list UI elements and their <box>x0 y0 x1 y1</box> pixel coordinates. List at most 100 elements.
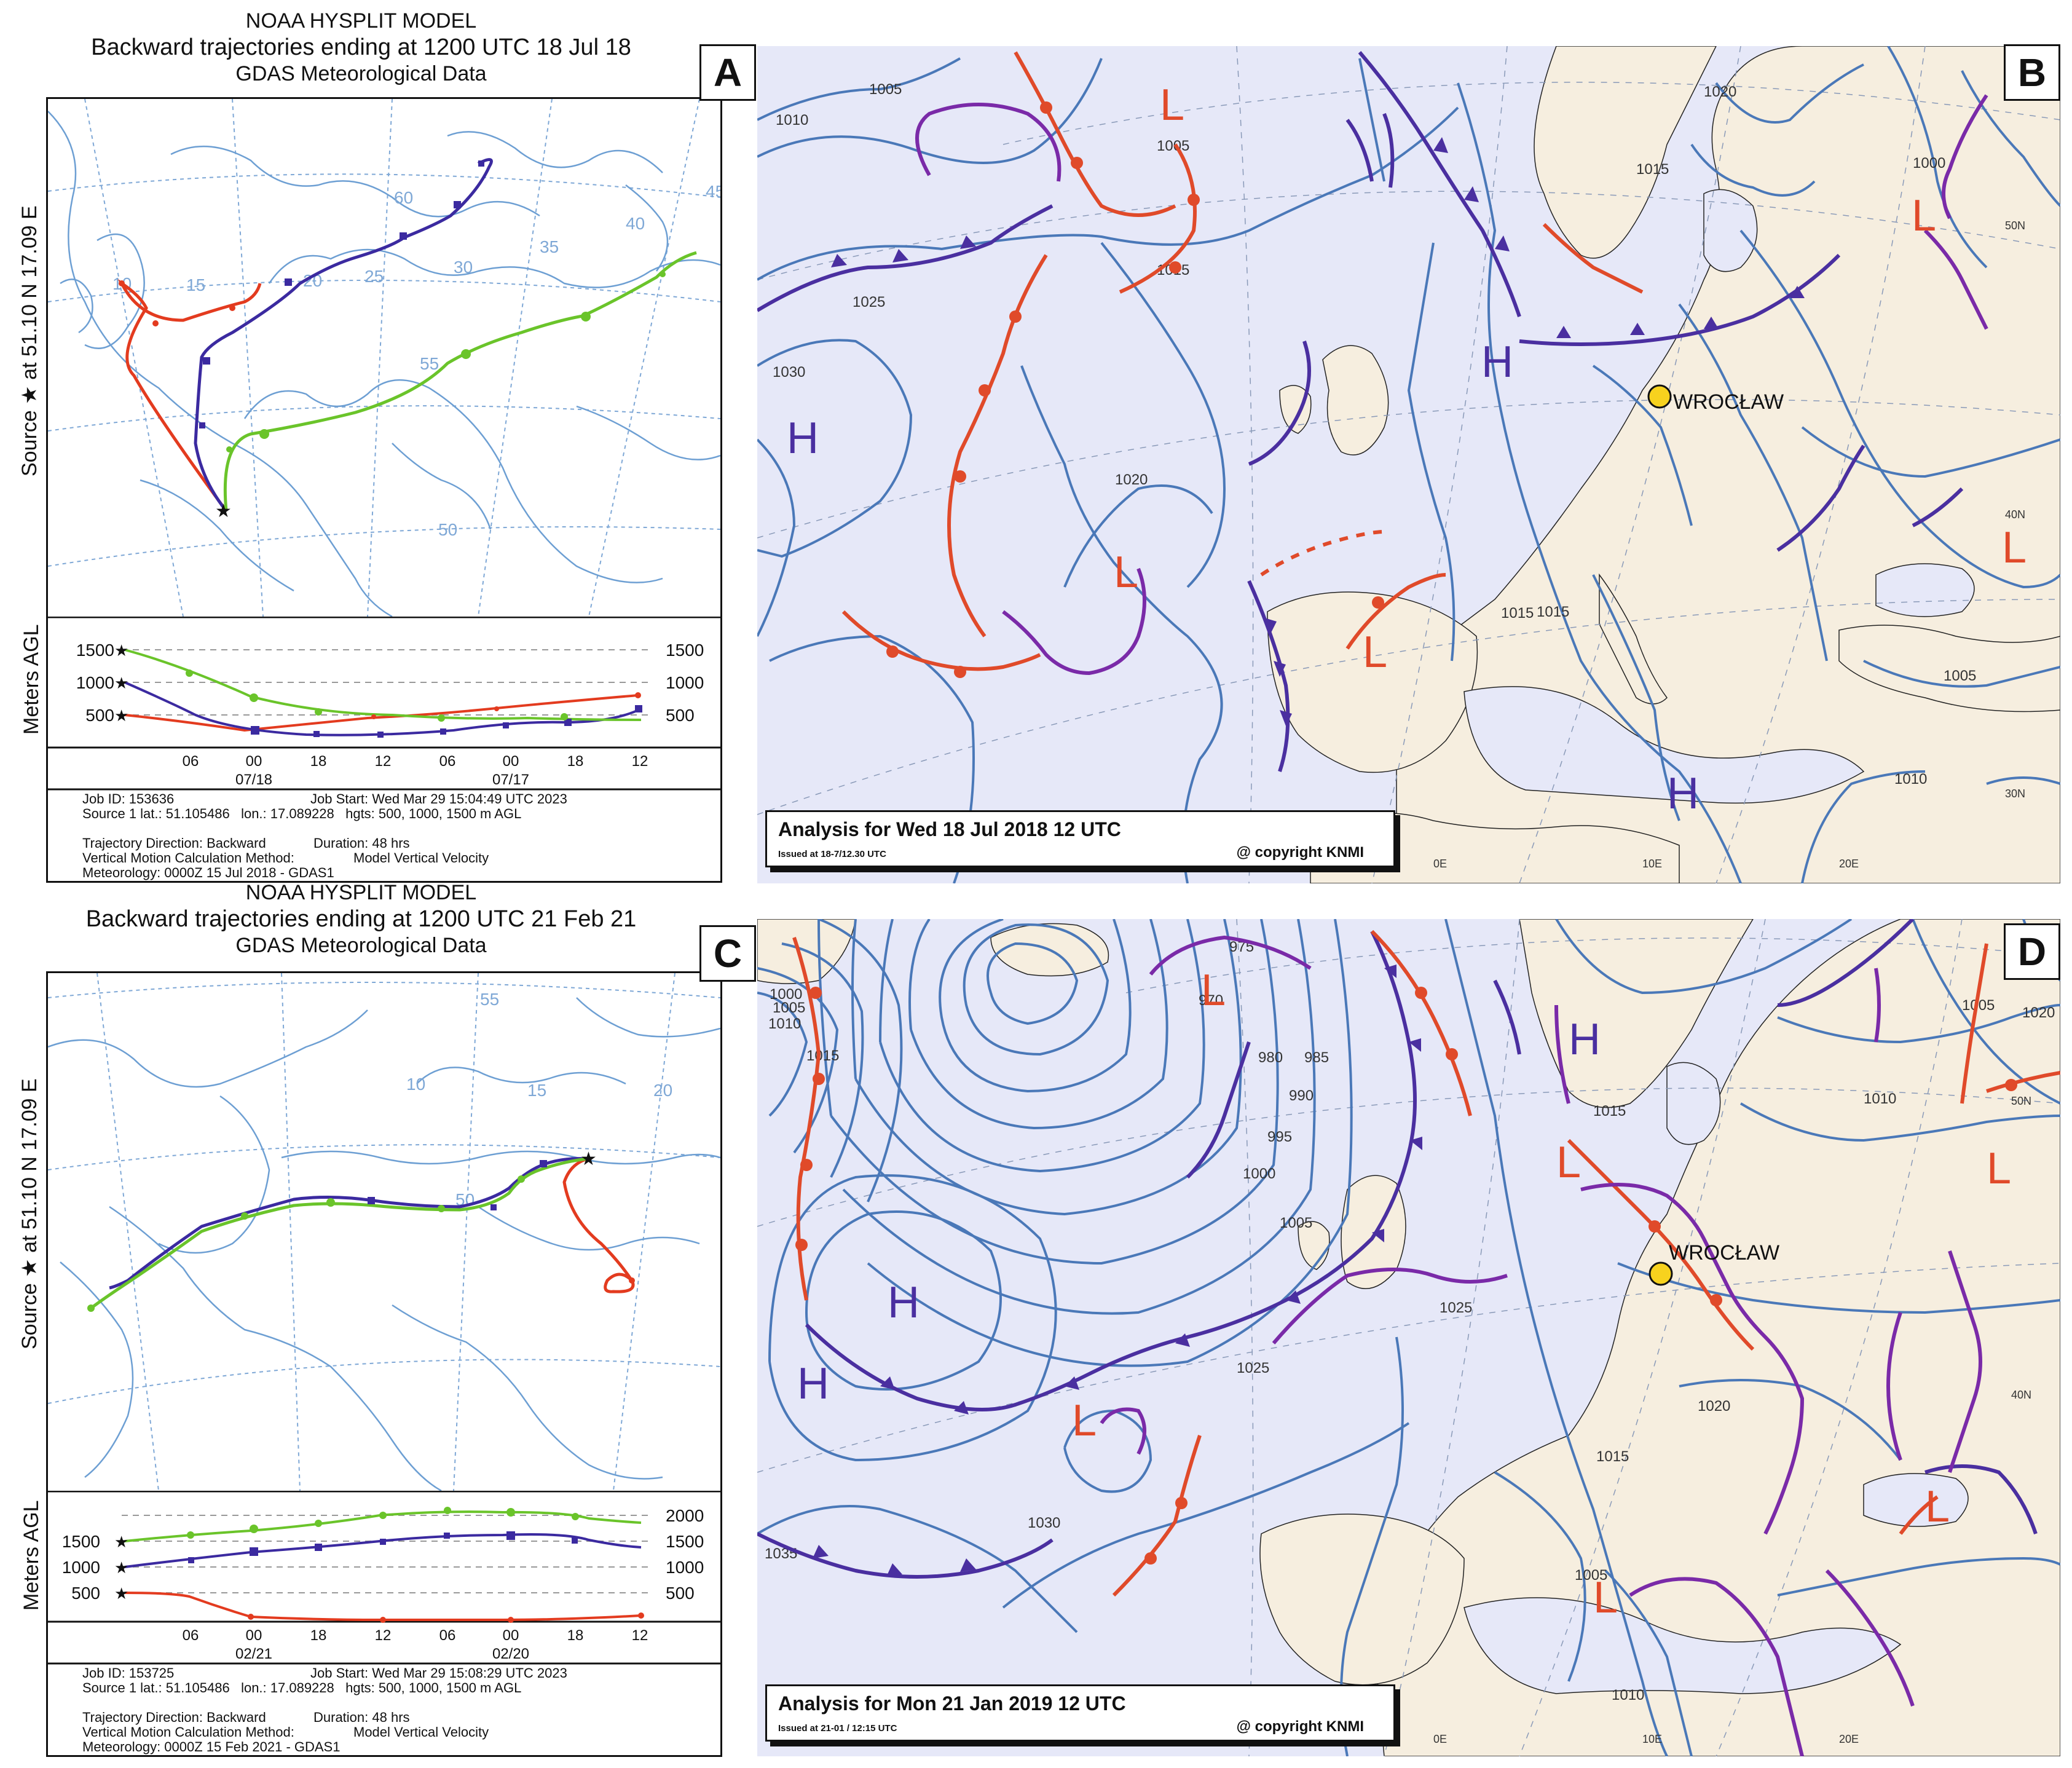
panel-a-graticule <box>48 99 720 617</box>
panel-b-cold-front <box>1776 444 1865 552</box>
panel-c-xtick: 12 <box>632 1627 648 1644</box>
panel-a-meta-vertical-value: Model Vertical Velocity <box>353 850 489 866</box>
panel-b-isobar-label: 1005 <box>1944 668 1976 684</box>
panel-b-front-triangle <box>960 235 976 249</box>
panel-a-source-label: Source ★ at 51.10 N 17.09 E <box>18 205 41 476</box>
panel-a-label-40: 40 <box>626 214 645 233</box>
panel-d-land-europe <box>1371 919 2060 1756</box>
panel-d-front-semicircle <box>1649 1220 1661 1233</box>
panel-a-label-45: 45 <box>706 182 720 201</box>
panel-b-isobar-labels: 1005 1010 1025 1030 1020 1015 1005 1020 … <box>773 81 1976 787</box>
panel-c-map-labels: 55 10 15 20 50 <box>406 990 672 1209</box>
panel-c-height-green-marker <box>315 1520 322 1527</box>
panel-b-cold-front <box>757 204 1054 312</box>
panel-c-label-15: 15 <box>527 1081 546 1100</box>
panel-d-isobar-label: 1010 <box>768 1016 801 1032</box>
panel-c-height-red-marker <box>248 1614 254 1620</box>
panel-b-grid-labels: 0E 10E 20E 30N 40N 50N <box>1433 219 2025 870</box>
panel-c-green-marker <box>518 1175 525 1183</box>
panel-c-blue-marker <box>368 1197 375 1204</box>
panel-a-xtick: 18 <box>310 753 327 770</box>
panel-a-letter: A <box>699 44 756 101</box>
panel-a-trajectory-blue <box>194 158 493 512</box>
panel-d-isobar-label: 985 <box>1304 1049 1329 1066</box>
panel-d-low: L <box>1593 1573 1618 1622</box>
panel-a-trajectory-map: 10 15 20 25 30 35 40 45 55 60 50 ★ <box>48 99 720 617</box>
panel-b-grid-label: 0E <box>1433 858 1447 870</box>
panel-b-front-semicircle <box>1071 157 1083 169</box>
panel-b-warm-front <box>841 610 1041 671</box>
panel-a-meta-jobid: Job ID: 153636 <box>82 791 175 807</box>
panel-d-isobar-label: 1025 <box>1237 1360 1269 1376</box>
panel-c-title: NOAA HYSPLIT MODEL Backward trajectories… <box>0 880 722 958</box>
panel-b-isobar-label: 1015 <box>1636 161 1669 178</box>
panel-a-height-green-marker <box>315 708 322 716</box>
panel-a-height-green-marker <box>250 693 258 702</box>
panel-a-blue-marker <box>203 357 210 365</box>
panel-c-title-line3: GDAS Meteorological Data <box>235 934 487 957</box>
panel-c-height-red-marker <box>508 1617 514 1623</box>
panel-c-height-blue-marker <box>572 1537 578 1544</box>
panel-d-grid-labels: 0E 10E 20E 40N 50N <box>1433 1095 2031 1745</box>
panel-c-height-green <box>124 1510 642 1542</box>
panel-d-isobar-label: 1015 <box>806 1048 839 1064</box>
panel-c-ytick-right-1500: 1500 <box>666 1532 704 1551</box>
panel-b-isobar-label: 1005 <box>1157 138 1189 154</box>
panel-a-time-axis: 06 00 18 12 06 00 18 12 07/18 07/17 <box>48 753 720 791</box>
panel-a-source-star: ★ <box>215 501 232 521</box>
panel-b-front-semicircle <box>954 666 966 678</box>
panel-a-height-green-marker <box>438 714 445 722</box>
panel-d-occluded-front <box>1874 968 1881 1043</box>
panel-a-height-red-marker <box>371 714 376 719</box>
panel-a-blue-marker <box>400 232 407 240</box>
panel-a-height-star-500: ★ <box>114 706 128 725</box>
panel-a-meta-meteorology: Meteorology: 0000Z 15 Jul 2018 - GDAS1 <box>82 865 334 880</box>
panel-d-front-semicircle <box>800 1159 813 1171</box>
panel-d-front-triangle <box>960 1558 976 1572</box>
panel-d-warm-front <box>1899 1495 1939 1535</box>
panel-b-low: L <box>1912 191 1936 240</box>
panel-a-xtick: 12 <box>375 753 392 770</box>
panel-b-front-semicircle <box>1040 101 1052 114</box>
panel-c-height-green-marker <box>506 1508 515 1517</box>
panel-b-occluded-front <box>1942 94 1988 219</box>
panel-d-front-triangle <box>1384 965 1396 978</box>
panel-c-ytick-left-1500: 1500 <box>62 1532 100 1551</box>
panel-c-ytick-right-2000: 2000 <box>666 1506 704 1525</box>
panel-a-height-blue-marker <box>377 732 384 738</box>
panel-d-warm-front <box>1567 1139 1755 1351</box>
panel-d-isobar-label: 1005 <box>773 1000 805 1016</box>
panel-d-occluded-front <box>1554 1004 1570 1104</box>
panel-d-cold-front <box>757 1532 1054 1579</box>
panel-a-label-60: 60 <box>394 188 413 207</box>
panel-b-lows: L L L L L <box>1114 81 2027 677</box>
panel-d-front-semicircle <box>813 1073 825 1085</box>
panel-a-blue-marker <box>478 160 484 167</box>
panel-c-trajectory-markers <box>87 1160 635 1312</box>
panel-c-trajectory-blue <box>109 1157 588 1290</box>
panel-d-isobar-label: 970 <box>1199 992 1223 1009</box>
panel-d-high: H <box>797 1359 829 1408</box>
panel-a-title-line2: Backward trajectories ending at 1200 UTC… <box>91 34 631 60</box>
panel-d-front-triangle <box>1372 1229 1384 1242</box>
panel-c-trajectory-green <box>90 1157 588 1310</box>
panel-d-cold-front <box>1924 1464 2038 1534</box>
panel-d-isobars <box>757 919 2060 1756</box>
panel-c-height-red-marker <box>380 1617 386 1623</box>
panel-b-high: H <box>1481 337 1513 387</box>
panel-d-isobar-label: 1015 <box>1593 1103 1626 1119</box>
panel-a-xtick: 00 <box>503 753 519 770</box>
panel-a-xtick: 06 <box>439 753 456 770</box>
panel-d-front-triangle <box>1175 1333 1190 1347</box>
panel-b-cold-front <box>1248 341 1311 466</box>
panel-b-city-label: WROCŁAW <box>1673 390 1784 414</box>
panel-b-front-triangle <box>1556 326 1571 338</box>
panel-b-front-semicircle <box>1372 596 1384 609</box>
panel-c-xtick: 00 <box>246 1627 262 1644</box>
panel-b-warm-semicircles <box>886 101 1384 678</box>
panel-b-copyright: @ copyright KNMI <box>1236 844 1364 861</box>
panel-c-graticule <box>48 973 720 1491</box>
panel-b-high: H <box>787 414 819 463</box>
panel-b-front-symbols <box>831 137 1805 726</box>
panel-a-meta-duration: Duration: 48 hrs <box>313 835 410 851</box>
